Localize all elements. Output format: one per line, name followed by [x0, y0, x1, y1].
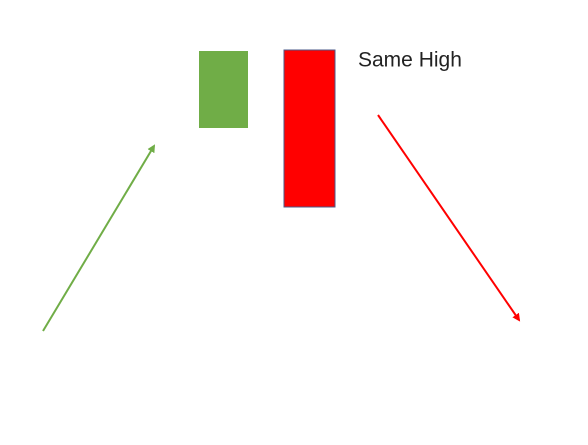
label: Same High: [358, 49, 462, 72]
down-arrow: [377, 114, 521, 322]
red-candle: [283, 49, 336, 208]
up-arrow: [42, 144, 156, 332]
green-candle: [199, 51, 248, 128]
